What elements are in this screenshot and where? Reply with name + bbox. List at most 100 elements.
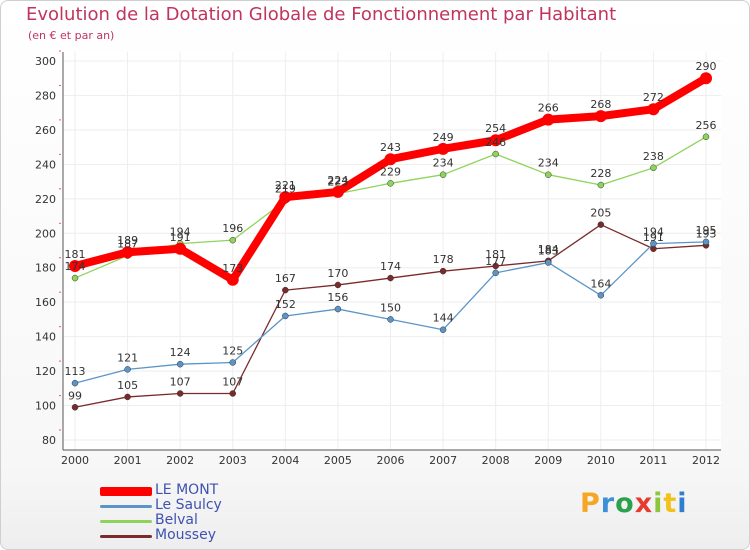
data-label-moussey: 107	[222, 375, 243, 388]
data-point-le-mont	[121, 246, 134, 259]
data-label-le-saulcy: 156	[327, 291, 348, 304]
data-point-belval	[439, 171, 447, 178]
data-point-le-mont	[647, 103, 660, 116]
data-label-belval: 238	[643, 150, 664, 163]
data-point-le-saulcy	[492, 269, 499, 277]
data-label-le-saulcy: 194	[643, 226, 664, 239]
legend-item-moussey: Moussey	[100, 527, 300, 544]
data-label-le-mont: 191	[170, 231, 191, 244]
y-tick-label: 240	[35, 158, 56, 171]
x-tick-label: 2005	[324, 454, 352, 467]
data-point-le-mont	[542, 113, 555, 126]
logo-letter: i	[677, 488, 688, 519]
data-label-moussey: 184	[538, 243, 559, 256]
data-label-le-saulcy: 152	[275, 298, 296, 311]
logo-letter: i	[653, 488, 664, 519]
x-tick-label: 2008	[482, 454, 510, 467]
data-label-belval: 194	[170, 226, 191, 239]
data-label-moussey: 193	[696, 227, 717, 240]
data-label-le-saulcy: 124	[170, 346, 191, 359]
x-tick-label: 2002	[166, 454, 194, 467]
data-label-moussey: 181	[485, 248, 506, 261]
data-label-moussey: 191	[643, 231, 664, 244]
data-point-le-mont	[594, 110, 607, 123]
data-label-le-saulcy: 177	[485, 255, 506, 268]
legend-swatch-le-mont	[100, 487, 152, 496]
x-tick-label: 2011	[639, 454, 667, 467]
data-point-le-mont	[226, 273, 239, 286]
data-point-moussey	[387, 274, 394, 282]
data-point-le-mont	[279, 191, 292, 204]
data-label-le-saulcy: 144	[433, 312, 454, 325]
x-tick-label: 2000	[61, 454, 89, 467]
data-label-le-saulcy: 150	[380, 301, 401, 314]
data-label-le-mont: 189	[117, 234, 138, 247]
data-label-belval: 234	[433, 157, 454, 170]
data-label-moussey: 99	[68, 389, 82, 402]
data-point-belval	[229, 236, 236, 244]
data-point-le-mont	[69, 260, 81, 273]
data-label-le-mont: 272	[643, 91, 664, 104]
legend-label-le-mont: LE MONT	[155, 482, 219, 498]
data-point-belval	[650, 164, 657, 172]
data-point-le-mont	[700, 72, 712, 85]
data-point-moussey	[229, 390, 236, 397]
logo-letter: o	[615, 488, 635, 519]
data-point-le-saulcy	[439, 326, 447, 333]
data-label-belval: 228	[590, 167, 611, 180]
y-tick-label: 80	[42, 434, 56, 447]
data-label-le-mont: 249	[433, 131, 454, 144]
data-label-moussey: 205	[590, 207, 611, 220]
data-label-belval: 174	[65, 260, 86, 273]
data-point-le-saulcy	[597, 292, 605, 299]
data-point-moussey	[71, 404, 79, 411]
y-tick-label: 220	[35, 193, 56, 206]
data-label-le-mont: 243	[380, 141, 401, 154]
data-label-le-mont: 290	[696, 60, 717, 73]
data-point-moussey	[597, 221, 605, 228]
data-label-le-saulcy: 195	[696, 224, 717, 237]
data-point-belval	[597, 181, 605, 189]
logo-letter: x	[634, 488, 654, 519]
data-label-le-saulcy: 183	[538, 245, 559, 258]
data-point-moussey	[439, 267, 447, 275]
data-point-le-mont	[174, 242, 187, 255]
y-tick-label: 200	[35, 227, 56, 240]
legend-label-le-saulcy: Le Saulcy	[155, 497, 222, 513]
data-point-le-saulcy	[387, 316, 394, 323]
logo-letter: t	[663, 488, 678, 519]
data-label-le-mont: 224	[327, 174, 348, 187]
data-label-moussey: 178	[433, 253, 454, 266]
data-label-moussey: 167	[275, 272, 296, 285]
chart-title: Evolution de la Dotation Globale de Fonc…	[26, 4, 617, 25]
data-point-moussey	[492, 262, 499, 270]
data-point-moussey	[282, 286, 289, 294]
data-point-le-saulcy	[124, 366, 131, 373]
data-label-belval: 196	[222, 222, 243, 235]
y-tick-label: 260	[35, 124, 56, 137]
x-tick-label: 2003	[219, 454, 247, 467]
proxiti-logo: Proxiti	[580, 488, 688, 519]
data-point-le-saulcy	[545, 259, 552, 266]
x-tick-label: 2009	[534, 454, 562, 467]
data-point-le-saulcy	[334, 305, 342, 313]
data-point-le-mont	[331, 185, 344, 198]
legend-swatch-belval	[100, 520, 152, 523]
legend-item-le-mont: LE MONT	[100, 482, 300, 499]
data-point-belval	[702, 133, 710, 141]
data-point-belval	[71, 274, 79, 282]
data-point-moussey	[176, 390, 184, 397]
data-label-belval: 223	[327, 176, 348, 189]
data-point-le-mont	[437, 142, 450, 155]
y-tick-label: 140	[35, 331, 56, 344]
data-point-le-saulcy	[650, 240, 657, 247]
y-tick-label: 100	[35, 400, 56, 413]
data-label-le-saulcy: 113	[65, 365, 86, 378]
x-tick-label: 2010	[587, 454, 615, 467]
data-point-le-saulcy	[229, 359, 236, 366]
chart-subtitle: (en € et par an)	[28, 29, 115, 42]
data-label-moussey: 170	[327, 267, 348, 280]
legend-label-moussey: Moussey	[155, 527, 217, 543]
legend-item-le-saulcy: Le Saulcy	[100, 497, 300, 514]
